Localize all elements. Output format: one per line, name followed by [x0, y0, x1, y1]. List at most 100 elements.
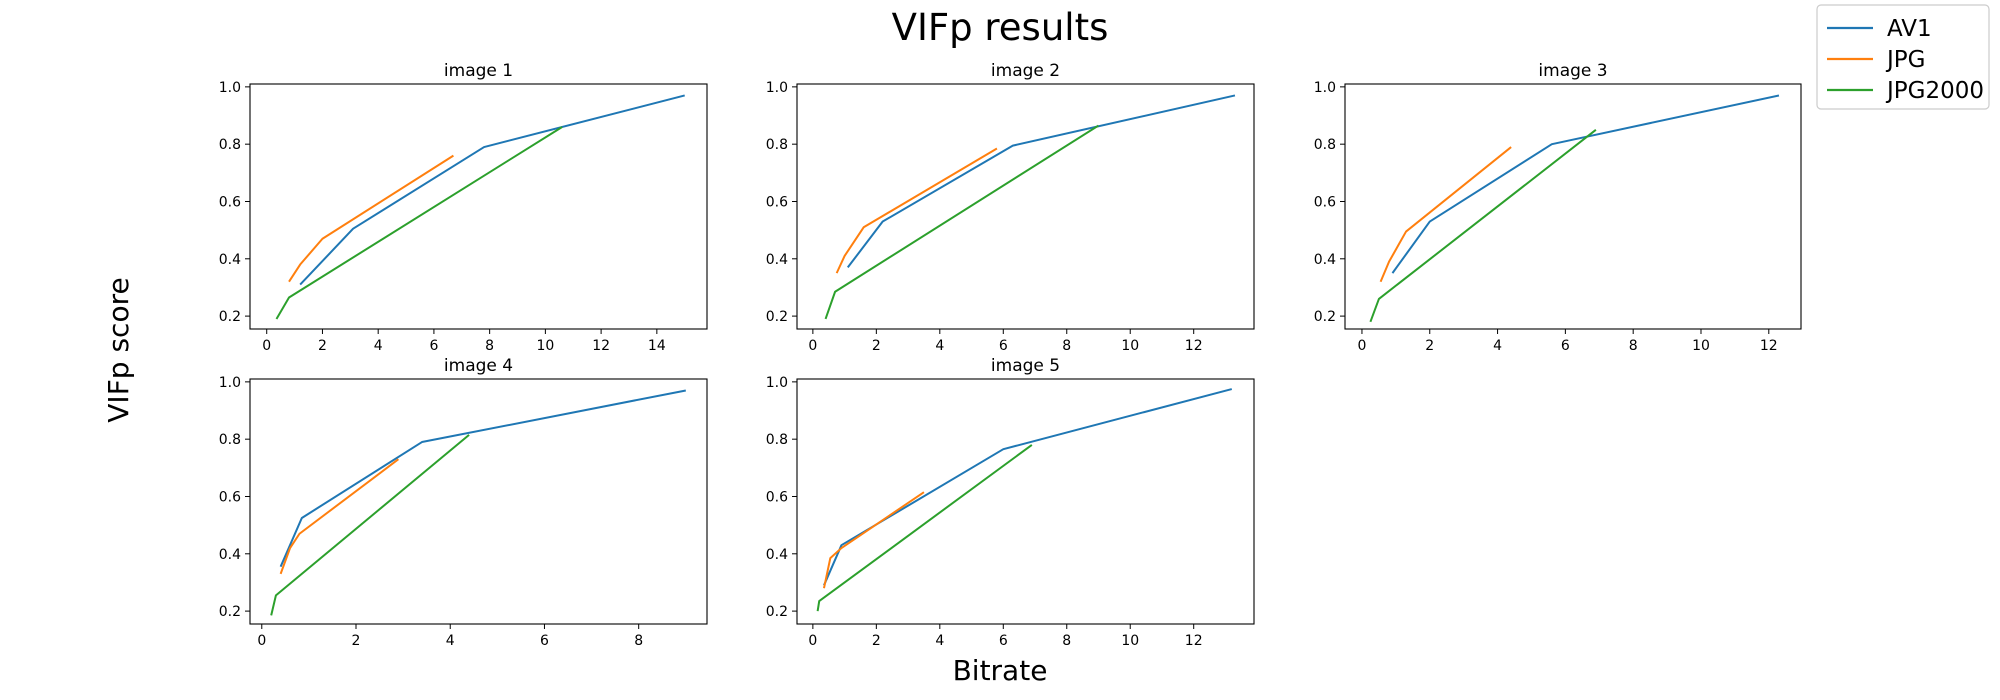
y-tick-label: 0.8 [219, 432, 241, 448]
x-tick-label: 4 [935, 338, 944, 354]
x-tick-label: 4 [446, 633, 455, 649]
subplot-1: image 1 0 2 4 6 8 10 12 14 0.2 0.4 0.6 0.8 1.0 [219, 61, 708, 354]
y-tick-label: 0.2 [219, 309, 241, 325]
plot-frame [796, 378, 1255, 625]
figure-title: VIFp results [892, 6, 1109, 49]
subplot-2: image 2 0 2 4 6 8 10 12 0.2 0.4 0.6 0.8 1.0 [766, 61, 1255, 354]
y-tick-label: 0.4 [219, 252, 241, 268]
y-tick-label: 0.6 [219, 489, 241, 505]
x-tick-label: 2 [872, 338, 881, 354]
y-tick-label: 0.6 [219, 194, 241, 210]
x-tick-label: 8 [634, 633, 643, 649]
x-tick-label: 8 [1062, 633, 1071, 649]
series-line-jpg2000 [816, 444, 1033, 612]
subplot-4: image 4 0 2 4 6 8 0.2 0.4 0.6 0.8 1.0 [219, 356, 708, 649]
x-tick-label: 12 [1185, 338, 1203, 354]
x-tick-label: 12 [1760, 338, 1778, 354]
y-tick-label: 0.4 [1314, 252, 1336, 268]
x-tick-label: 6 [540, 633, 549, 649]
y-tick-label: 0.4 [766, 547, 788, 563]
subplot-title: image 1 [444, 61, 513, 81]
y-tick-label: 0.2 [766, 309, 788, 325]
x-tick-label: 0 [1357, 338, 1366, 354]
x-tick-label: 0 [262, 338, 271, 354]
x-tick-label: 2 [318, 338, 327, 354]
y-tick-label: 0.6 [766, 194, 788, 210]
series-line-jpg [823, 491, 925, 589]
x-tick-label: 0 [808, 633, 817, 649]
series-line-av1 [279, 389, 686, 568]
subplot-title: image 4 [444, 356, 513, 376]
y-tick-label: 0.6 [1314, 194, 1336, 210]
x-tick-label: 10 [1121, 633, 1139, 649]
subplot-title: image 5 [991, 356, 1060, 376]
x-tick-label: 14 [648, 338, 666, 354]
x-tick-label: 10 [536, 338, 554, 354]
x-tick-label: 12 [1185, 633, 1203, 649]
plot-frame [249, 83, 708, 330]
x-tick-label: 0 [808, 338, 817, 354]
series-line-jpg [288, 154, 454, 283]
series-line-jpg2000 [270, 434, 470, 616]
y-tick-label: 0.2 [766, 604, 788, 620]
subplot-3: image 3 0 2 4 6 8 10 12 0.2 0.4 0.6 0.8 1.0 [1314, 61, 1802, 354]
x-tick-label: 4 [374, 338, 383, 354]
x-tick-label: 10 [1121, 338, 1139, 354]
y-tick-label: 1.0 [1314, 80, 1336, 96]
x-tick-label: 8 [1629, 338, 1638, 354]
series-line-av1 [823, 388, 1233, 586]
series-line-jpg [1379, 146, 1512, 283]
x-tick-label: 2 [1425, 338, 1434, 354]
series-line-av1 [299, 94, 685, 286]
series-line-jpg2000 [275, 126, 563, 320]
plot-frame [249, 378, 708, 625]
x-tick-label: 0 [257, 633, 266, 649]
subplot-5: image 5 0 2 4 6 8 10 12 0.2 0.4 0.6 0.8 1.0 [766, 356, 1255, 649]
series-line-av1 [1391, 94, 1780, 274]
legend-label-jpg: JPG [1885, 47, 1925, 73]
x-axis-label: Bitrate [953, 654, 1048, 687]
x-tick-label: 8 [485, 338, 494, 354]
x-tick-label: 6 [429, 338, 438, 354]
x-tick-label: 2 [352, 633, 361, 649]
x-tick-label: 2 [872, 633, 881, 649]
y-tick-label: 1.0 [219, 80, 241, 96]
y-tick-label: 1.0 [219, 375, 241, 391]
x-tick-label: 8 [1062, 338, 1071, 354]
series-line-jpg [279, 458, 400, 575]
legend-label-av1: AV1 [1887, 16, 1932, 42]
y-tick-label: 0.8 [1314, 137, 1336, 153]
series-line-jpg2000 [824, 124, 1100, 320]
legend-entries: AV1 JPG JPG2000 [1827, 16, 1984, 104]
series-line-jpg [835, 147, 998, 274]
x-tick-label: 12 [592, 338, 610, 354]
x-tick-label: 6 [1561, 338, 1570, 354]
y-tick-label: 0.8 [766, 432, 788, 448]
x-tick-label: 4 [1493, 338, 1502, 354]
y-tick-label: 0.2 [1314, 309, 1336, 325]
y-tick-label: 0.8 [219, 137, 241, 153]
plot-frame [796, 83, 1255, 330]
y-tick-label: 1.0 [766, 375, 788, 391]
legend-box [1816, 4, 1990, 110]
x-tick-label: 6 [999, 338, 1008, 354]
y-tick-label: 0.2 [219, 604, 241, 620]
legend-label-jpg2000: JPG2000 [1885, 78, 1984, 104]
series-line-av1 [846, 94, 1236, 268]
subplot-title: image 3 [1538, 61, 1607, 81]
x-tick-label: 6 [999, 633, 1008, 649]
subplot-title: image 2 [991, 61, 1060, 81]
y-tick-label: 0.8 [766, 137, 788, 153]
y-tick-label: 0.6 [766, 489, 788, 505]
plot-frame [1344, 83, 1802, 330]
legend: AV1 JPG JPG2000 [1816, 4, 1990, 110]
y-axis-label: VIFp score [102, 277, 135, 422]
series-line-jpg2000 [1369, 129, 1597, 323]
y-tick-label: 0.4 [219, 547, 241, 563]
y-tick-label: 0.4 [766, 252, 788, 268]
x-tick-label: 4 [935, 633, 944, 649]
x-tick-label: 10 [1692, 338, 1710, 354]
y-tick-label: 1.0 [766, 80, 788, 96]
